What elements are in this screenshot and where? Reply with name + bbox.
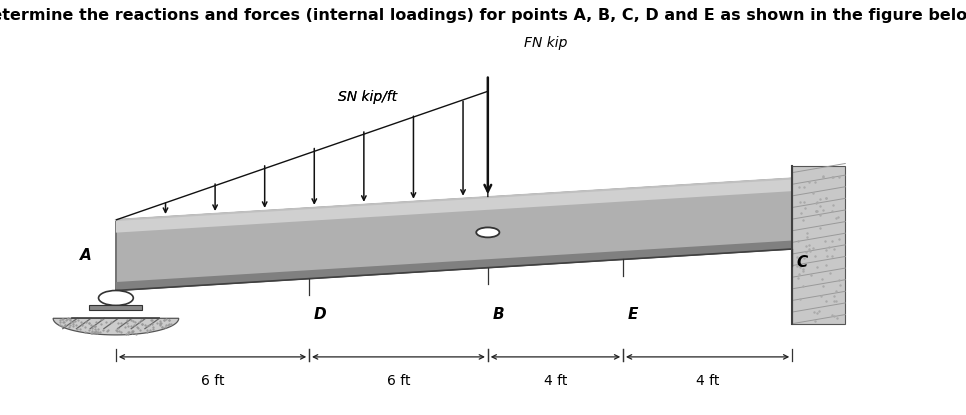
Text: SN kip/ft: SN kip/ft <box>337 90 397 104</box>
Polygon shape <box>116 241 792 290</box>
Text: E: E <box>628 307 639 322</box>
Text: D: D <box>314 307 327 322</box>
Text: 4 ft: 4 ft <box>544 374 567 388</box>
Text: 6 ft: 6 ft <box>201 374 224 388</box>
Text: 4 ft: 4 ft <box>696 374 720 388</box>
Text: Determine the reactions and forces (internal loadings) for points A, B, C, D and: Determine the reactions and forces (inte… <box>0 8 966 23</box>
Circle shape <box>99 290 133 305</box>
Circle shape <box>476 227 499 237</box>
Text: 6 ft: 6 ft <box>386 374 411 388</box>
Bar <box>792 166 845 324</box>
Polygon shape <box>116 178 792 233</box>
Polygon shape <box>116 178 792 290</box>
Text: C: C <box>797 255 809 270</box>
Bar <box>90 305 143 310</box>
Text: A: A <box>80 248 92 263</box>
Polygon shape <box>53 318 179 335</box>
Text: SN kip/ft: SN kip/ft <box>337 90 397 104</box>
Text: FN kip: FN kip <box>525 36 567 50</box>
Text: B: B <box>493 307 504 322</box>
